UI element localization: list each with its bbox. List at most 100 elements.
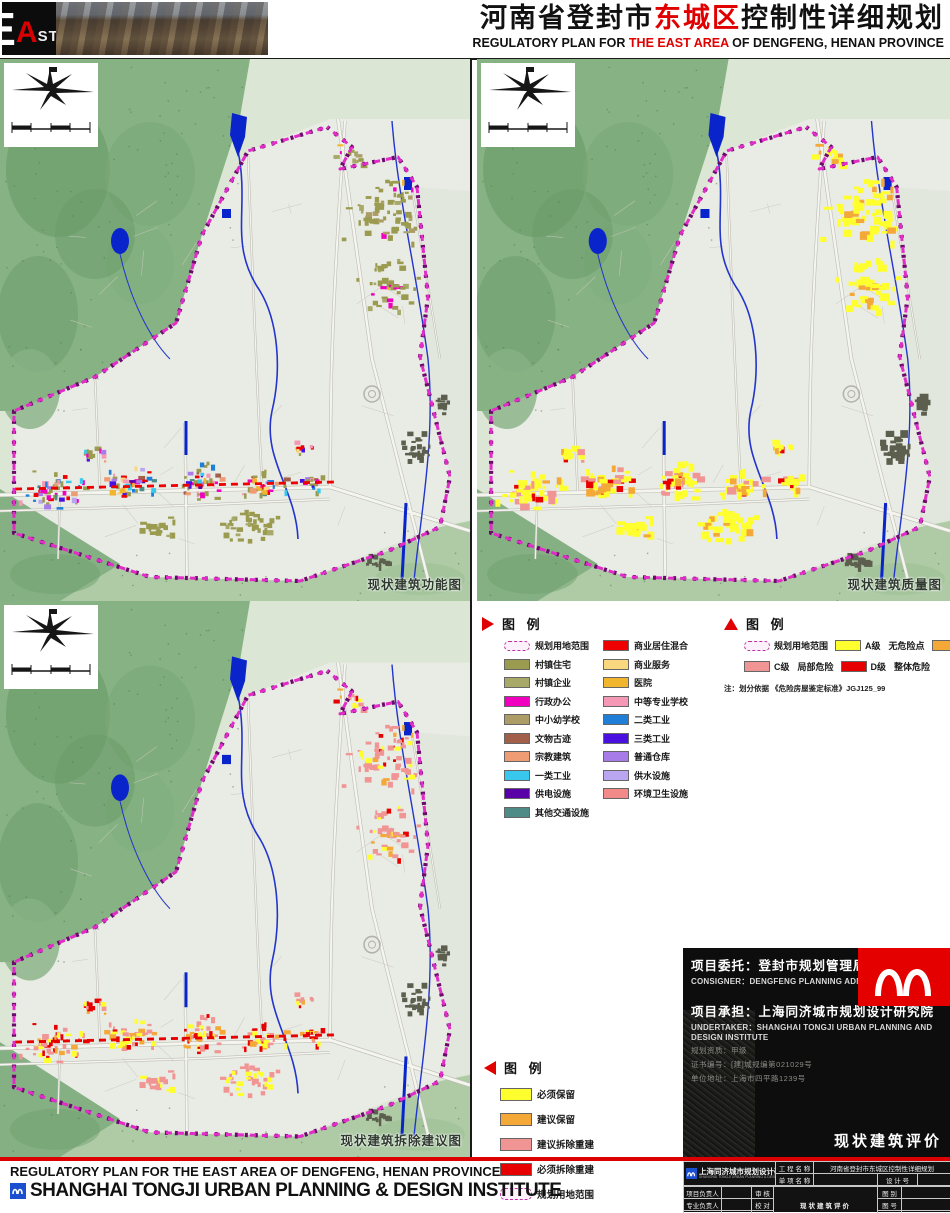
- title-cn-red: 东城区: [654, 3, 741, 33]
- legend-item-label: 村镇企业: [535, 678, 572, 688]
- project-info-block: 项目委托：登封市规划管理局 CONSIGNER：DENGFENG PLANNIN…: [683, 948, 950, 1157]
- design-no-value: [917, 1173, 950, 1186]
- color-swatch: [504, 658, 530, 670]
- legend-item: 必须保留: [500, 1087, 674, 1101]
- page-subtitle: REGULATORY PLAN FOR THE EAST AREA OF DEN…: [472, 36, 944, 50]
- evaluation-bar-label: 现状建筑评价: [833, 1133, 942, 1150]
- title-cn-pre: 河南省登封市: [480, 3, 654, 33]
- color-swatch: [603, 677, 630, 688]
- legend-demolition-items: 必须保留建议保留建议拆除重建必须拆除重建 规划用地范围: [500, 1087, 674, 1201]
- color-swatch: [603, 769, 630, 781]
- red-triangle-right-icon: [482, 616, 494, 631]
- legend-function-col1: 规划用地范围 村镇住宅 村镇企业 行政办公 中小幼学校 文物古迹 宗教建筑 一类工业 供电设施其…: [504, 639, 589, 819]
- legend-item-label: 环境卫生设施: [634, 789, 689, 799]
- legend-item: 必须拆除重建: [500, 1162, 674, 1176]
- red-divider-line: [0, 1157, 950, 1161]
- compass-rose-icon: [4, 63, 98, 147]
- legend-item-label: 建议保留: [537, 1115, 576, 1126]
- sheet-label: 图 号: [877, 1198, 902, 1211]
- legend-title-text: 图 例: [504, 1061, 546, 1076]
- legend-item-label: 一类工业: [535, 770, 572, 781]
- legend-quality-note: 注：划分依据 《危险房屋鉴定标准》JGJ125_99: [724, 684, 886, 693]
- legend-item-label: 中小幼学校: [535, 715, 581, 725]
- subtitle-pre: REGULATORY PLAN FOR: [472, 35, 629, 50]
- color-swatch: [603, 751, 630, 762]
- color-swatch: [603, 640, 630, 651]
- east-logo: E A ST: [2, 2, 56, 55]
- legend-item: D级 整体危险: [840, 660, 930, 673]
- satellite-photo-strip: [683, 1010, 755, 1157]
- legend-item-label: 供水设施: [634, 770, 671, 781]
- check-label: 设 计: [751, 1210, 774, 1213]
- page-title: 河南省登封市东城区控制性详细规划: [472, 3, 944, 34]
- header-panorama-photo: [56, 2, 268, 55]
- boundary-swatch: [500, 1188, 532, 1200]
- color-swatch: [603, 714, 630, 725]
- color-swatch: [744, 661, 770, 672]
- map-demolition-label: 现状建筑拆除建议图: [340, 1134, 462, 1148]
- subtitle-red: THE EAST AREA: [628, 35, 729, 50]
- red-triangle-left-icon: [484, 1060, 496, 1075]
- consigner-en: CONSIGNER：DENGFENG PLANNING ADMINISTER B…: [691, 977, 934, 986]
- header-titles: 河南省登封市东城区控制性详细规划 REGULATORY PLAN FOR THE…: [472, 3, 944, 50]
- vertical-divider: [470, 59, 472, 1157]
- titleblock-top-table: 上海同济城市规划设计研究院 SHANGHAI TONGJI URBAN PLAN…: [683, 1161, 950, 1186]
- tongji-blue-logo: [10, 1183, 26, 1199]
- legend-item-label: 必须保留: [537, 1090, 576, 1101]
- consigner-cn: 项目委托：登封市规划管理局: [691, 959, 867, 973]
- color-swatch: [504, 677, 530, 688]
- color-swatch: [603, 788, 630, 799]
- credential-line: 证书编号：[建]城规编第021029号: [691, 1060, 813, 1069]
- legend-item: 其他交通设施: [504, 806, 589, 819]
- sheet-label: 图 别: [877, 1186, 902, 1199]
- legend-item-label: 供电设施: [535, 789, 572, 799]
- color-swatch: [504, 769, 530, 781]
- color-swatch: [603, 732, 630, 744]
- east-logo-letters-st: ST: [37, 28, 56, 45]
- legend-item: B级有危险点: [931, 639, 950, 652]
- role-label: 项目负责人: [683, 1186, 722, 1199]
- legend-item: 医院: [603, 676, 688, 689]
- project-name-value: 河南省登封市东城区控制性详细规划: [813, 1161, 950, 1174]
- legend-item-label: 规划用地范围: [774, 641, 829, 651]
- legend-item: 规划用地范围: [500, 1187, 674, 1201]
- legend-item: 环境卫生设施: [603, 787, 688, 800]
- color-swatch: [835, 640, 862, 651]
- legend-item: 宗教建筑: [504, 750, 589, 763]
- map-quality-canvas: [477, 59, 950, 601]
- legend-title-text: 图 例: [502, 617, 544, 632]
- role-value: [721, 1186, 752, 1199]
- compass-rose-icon: [4, 605, 98, 689]
- legend-item: 建议保留: [500, 1112, 674, 1126]
- legend-item: 文物古迹: [504, 732, 589, 745]
- map-function-canvas: [0, 59, 470, 601]
- credential-line: 规划资质：甲级: [691, 1046, 747, 1055]
- east-logo-letter-a: A: [15, 15, 38, 49]
- project-name-label: 工 程 名 称: [775, 1161, 814, 1174]
- grade-label: D级: [870, 662, 887, 672]
- role-label: 专业负责人: [683, 1198, 722, 1211]
- legend-item: 建议拆除重建: [500, 1137, 674, 1151]
- legend-item: 供电设施: [504, 787, 589, 800]
- color-swatch: [504, 732, 530, 744]
- legend-item-label: 中等专业学校: [634, 696, 689, 707]
- item-name-label: 单 项 名 称: [775, 1173, 814, 1186]
- legend-item: 二类工业: [603, 713, 688, 726]
- legend-item-label: 建议拆除重建: [537, 1140, 595, 1151]
- color-swatch: [504, 714, 530, 725]
- subtitle-post: OF DENGFENG, HENAN PROVINCE: [728, 35, 944, 50]
- grade-label: C级: [774, 662, 790, 672]
- undertaker-cn: 项目承担：上海同济城市规划设计研究院: [691, 1005, 935, 1019]
- legend-item: 中等专业学校: [603, 695, 688, 708]
- legend-item: 商业服务: [603, 658, 688, 671]
- compass-rose-icon: [481, 63, 575, 147]
- legend-item: 商业居住混合: [603, 639, 688, 652]
- map-quality-label: 现状建筑质量图: [847, 578, 942, 592]
- grade-desc: 无危险点: [888, 641, 925, 651]
- color-swatch: [504, 806, 530, 818]
- legend-item-label: 普通仓库: [634, 752, 671, 762]
- legend-item: 供水设施: [603, 769, 688, 782]
- grade-label: A级: [865, 641, 881, 651]
